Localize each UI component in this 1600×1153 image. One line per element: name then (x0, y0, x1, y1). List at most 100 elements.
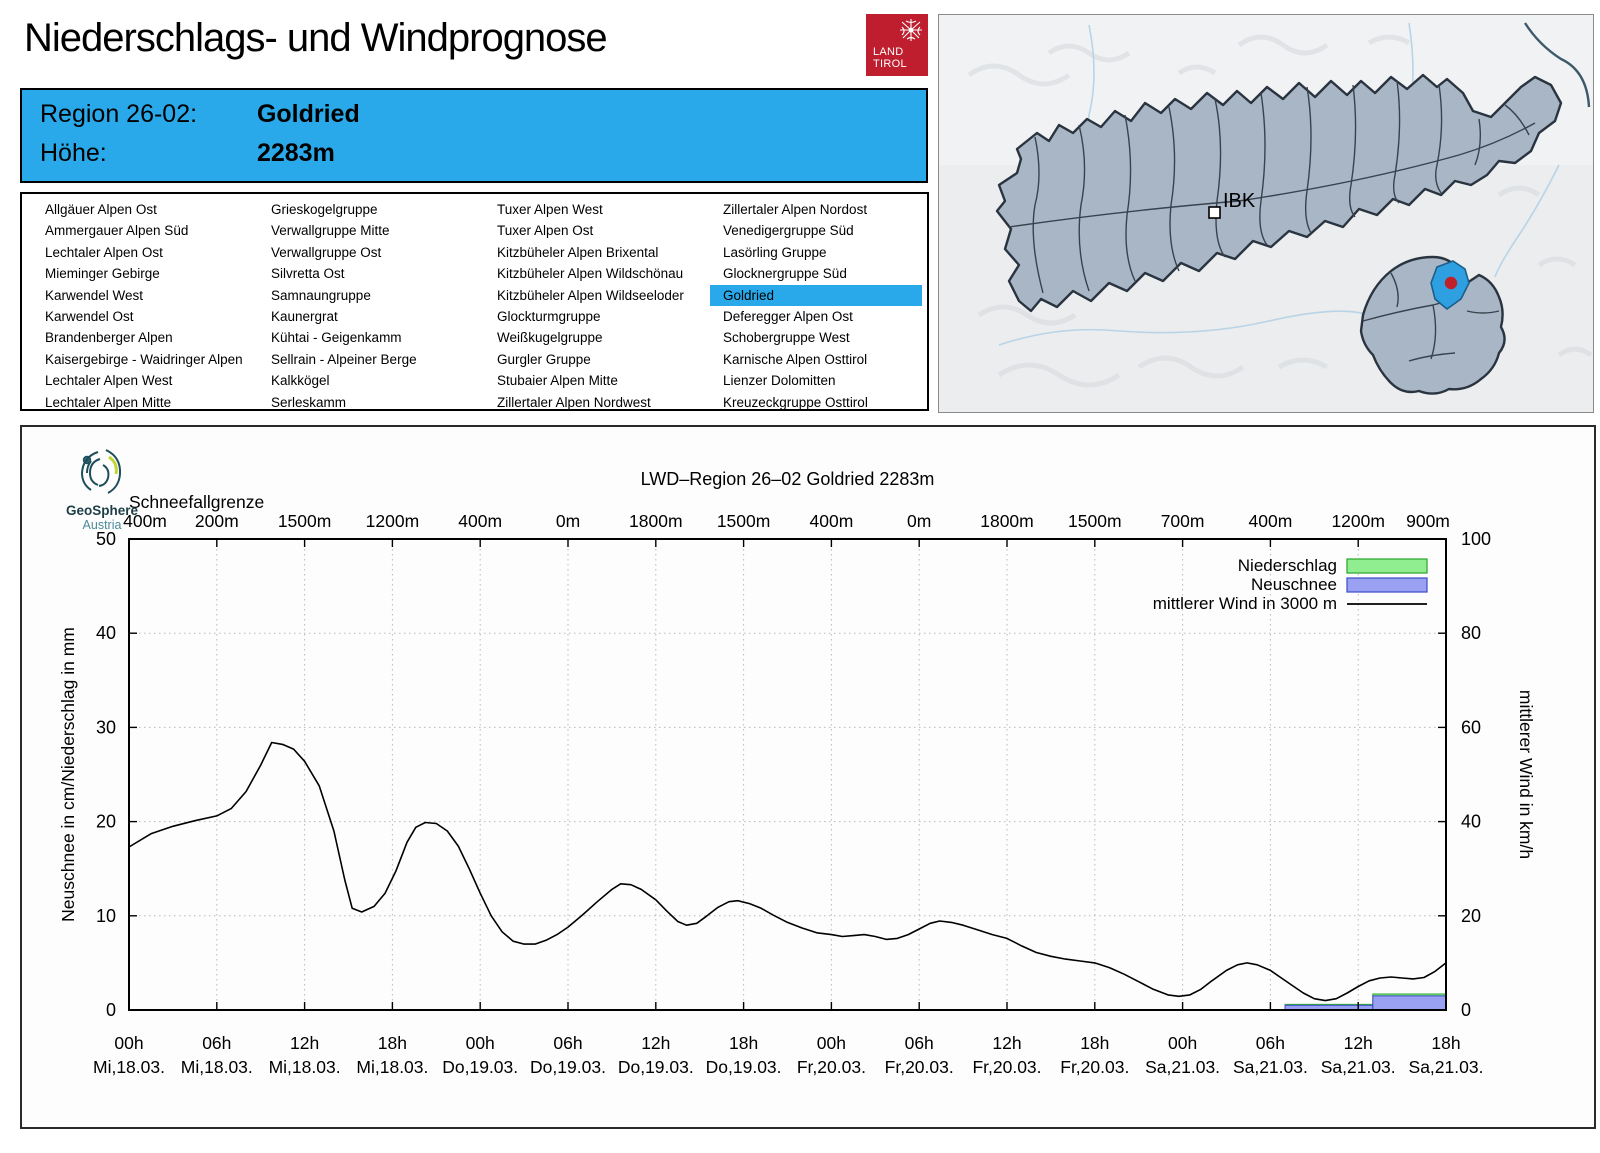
region-list-item[interactable]: Kreuzeckgruppe Osttirol (723, 394, 868, 410)
region-list-item[interactable]: Lienzer Dolomitten (723, 373, 836, 389)
x-tick-hour-label: 12h (641, 1033, 670, 1053)
x-tick-hour-label: 06h (1256, 1033, 1285, 1053)
region-list-item[interactable]: Venedigergruppe Süd (723, 223, 854, 239)
x-tick-hour-label: 06h (202, 1033, 231, 1053)
region-list-column: Tuxer Alpen West Tuxer Alpen Ost Kitzbühel… (484, 199, 706, 413)
forecast-chart-panel: GeoSphere Austria LWD–Region 26–02 Goldr… (20, 425, 1596, 1129)
ibk-marker-square (1208, 206, 1221, 219)
snowline-value-label: 200m (195, 511, 239, 531)
region-list-item[interactable]: Kühtai - Geigenkamm (271, 330, 402, 346)
region-list-item[interactable]: Kitzbüheler Alpen Brixental (497, 244, 659, 260)
y-left-tick-label: 50 (96, 529, 116, 549)
region-list-item[interactable]: Glocknergruppe Süd (723, 266, 847, 282)
legend-label: mittlerer Wind in 3000 m (1153, 594, 1337, 613)
legend-swatch-neuschnee (1346, 577, 1428, 593)
region-list-item[interactable]: Samnaungruppe (271, 287, 371, 303)
region-list-item[interactable]: Serleskamm (271, 394, 347, 410)
x-tick-date-label: Do,19.03. (442, 1057, 518, 1077)
region-list-item[interactable]: Weißkugelgruppe (497, 330, 603, 346)
region-list-item[interactable]: Allgäuer Alpen Ost (45, 202, 157, 217)
east-tirol-shape[interactable] (1359, 255, 1506, 395)
region-list-item[interactable]: Silvretta Ost (271, 266, 345, 282)
region-list-item[interactable]: Gurgler Gruppe (497, 351, 591, 367)
region-list-item[interactable]: Kalkkögel (271, 373, 330, 389)
geosphere-logo: GeoSphere Austria (52, 447, 152, 532)
x-tick-hour-label: 00h (466, 1033, 495, 1053)
region-list-item[interactable]: Lechtaler Alpen West (45, 373, 173, 389)
region-list-item[interactable]: Verwallgruppe Ost (271, 244, 382, 260)
x-tick-date-label: Sa,21.03. (1409, 1057, 1484, 1077)
region-list: Allgäuer Alpen Ost Ammergauer Alpen Süd Le… (20, 192, 929, 411)
region-list-item[interactable]: Stubaier Alpen Mitte (497, 373, 618, 389)
region-list-item[interactable]: Sellrain - Alpeiner Berge (271, 351, 417, 367)
neuschnee-bar (1372, 995, 1447, 1011)
region-list-item[interactable]: Schobergruppe West (723, 330, 850, 346)
x-tick-date-label: Mi,18.03. (356, 1057, 428, 1077)
region-list-column: Grieskogelgruppe Verwallgruppe Mitte Verwa… (258, 199, 480, 413)
snowline-value-label: 1800m (980, 511, 1034, 531)
region-list-item[interactable]: Tuxer Alpen West (497, 202, 603, 217)
snowline-value-label: 0m (907, 511, 931, 531)
x-tick-hour-label: 18h (729, 1033, 758, 1053)
region-list-item[interactable]: Kitzbüheler Alpen Wildschönau (497, 266, 684, 282)
snowline-value-label: 1500m (717, 511, 771, 531)
y-right-axis-title: mittlerer Wind in km/h (1516, 690, 1536, 859)
region-list-item[interactable]: Grieskogelgruppe (271, 202, 378, 217)
x-tick-date-label: Mi,18.03. (269, 1057, 341, 1077)
x-tick-hour-label: 12h (1344, 1033, 1373, 1053)
wind-line (128, 741, 1447, 1002)
x-tick-hour-label: 18h (1431, 1033, 1460, 1053)
region-list-item[interactable]: Ammergauer Alpen Süd (45, 223, 189, 239)
region-list-item[interactable]: Lasörling Gruppe (723, 244, 827, 260)
region-list-item[interactable]: Deferegger Alpen Ost (723, 308, 853, 324)
x-tick-date-label: Sa,21.03. (1145, 1057, 1220, 1077)
region-list-item[interactable]: Kaisergebirge - Waidringer Alpen (45, 351, 243, 367)
snowline-value-label: 1200m (366, 511, 420, 531)
x-tick-hour-label: 18h (378, 1033, 407, 1053)
snowline-value-label: 1500m (1068, 511, 1122, 531)
snowline-value-label: 700m (1161, 511, 1205, 531)
y-left-tick-label: 10 (96, 906, 116, 926)
north-tirol-shape[interactable] (995, 73, 1563, 313)
x-tick-hour-label: 00h (114, 1033, 143, 1053)
region-list-item[interactable]: Kitzbüheler Alpen Wildseeloder (497, 287, 684, 303)
snowline-value-label: 1200m (1331, 511, 1385, 531)
x-tick-date-label: Do,19.03. (706, 1057, 782, 1077)
region-list-item[interactable]: Karwendel Ost (45, 308, 134, 324)
region-list-item[interactable]: Kaunergrat (271, 308, 338, 324)
region-list-item[interactable]: Zillertaler Alpen Nordost (723, 202, 868, 217)
y-right-tick-label: 0 (1461, 1000, 1471, 1020)
legend-swatch-niederschlag (1346, 558, 1428, 574)
region-list-item[interactable]: Lechtaler Alpen Ost (45, 244, 163, 260)
region-list-item[interactable]: Karnische Alpen Osttirol (723, 351, 868, 367)
region-list-item[interactable]: Zillertaler Alpen Nordwest (497, 394, 651, 410)
region-list-item[interactable]: Mieminger Gebirge (45, 266, 160, 282)
region-list-item[interactable]: Lechtaler Alpen Mitte (45, 394, 172, 410)
goldried-marker-dot (1444, 276, 1458, 290)
snowline-value-label: 400m (810, 511, 854, 531)
snowline-value-label: 1500m (278, 511, 332, 531)
region-list-item[interactable]: Verwallgruppe Mitte (271, 223, 390, 239)
page-title: Niederschlags- und Windprognose (24, 16, 608, 60)
tirol-map[interactable]: IBK (938, 14, 1594, 413)
plot-frame (128, 538, 1447, 1011)
geosphere-name: GeoSphere (65, 503, 139, 518)
snowline-value-label: 900m (1406, 511, 1450, 531)
snowline-value-label: 1800m (629, 511, 683, 531)
region-list-item-selected[interactable]: Goldried (710, 284, 922, 306)
region-list-item[interactable]: Brandenberger Alpen (45, 330, 173, 346)
land-tirol-logo: LAND TIROL (866, 14, 928, 76)
chart-title: LWD–Region 26–02 Goldried 2283m (641, 469, 935, 489)
y-left-tick-label: 30 (96, 717, 116, 737)
region-label: Region 26-02: (40, 100, 198, 128)
geosphere-country: Austria (82, 518, 122, 532)
snowline-value-label: 0m (556, 511, 580, 531)
region-row: Region 26-02: Goldried (40, 100, 360, 129)
region-list-item[interactable]: Glockturmgruppe (497, 308, 601, 324)
y-right-tick-label: 100 (1461, 529, 1491, 549)
x-tick-date-label: Sa,21.03. (1233, 1057, 1308, 1077)
region-list-item[interactable]: Karwendel West (45, 287, 144, 303)
y-left-tick-label: 0 (106, 1000, 116, 1020)
x-tick-hour-label: 00h (1168, 1033, 1197, 1053)
region-list-item[interactable]: Tuxer Alpen Ost (497, 223, 594, 239)
